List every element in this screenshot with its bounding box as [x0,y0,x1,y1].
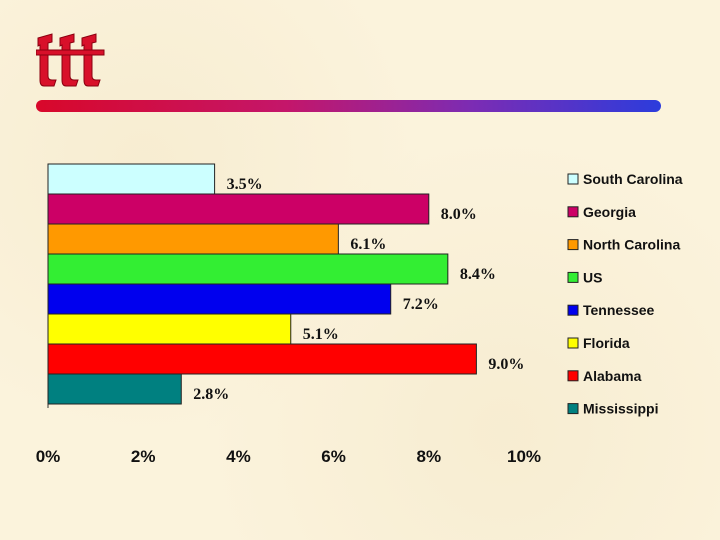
bar-value-label: 8.4% [460,266,496,283]
legend-swatch [567,403,579,415]
bar-value-label: 3.5% [227,176,263,193]
bar-north-carolina [47,223,339,255]
x-tick-label: 4% [226,447,251,466]
legend-label: Tennessee [583,302,655,318]
bar-value-label: 8.0% [441,206,477,223]
x-tick-label: 6% [321,447,346,466]
bar-value-label: 5.1% [303,326,339,343]
logo-icon [36,33,105,87]
legend-swatch [567,304,579,316]
legend-label: US [583,269,602,285]
bar-georgia [47,193,430,225]
bar-alabama [47,343,477,375]
legend-label: Mississippi [583,401,658,417]
legend-swatch [567,337,579,349]
x-tick-label: 8% [417,447,442,466]
legend-label: Georgia [583,204,636,220]
bar-mississippi [47,373,182,405]
legend-swatch [567,370,579,382]
bar-tennessee [47,283,392,315]
legend-swatch [567,173,579,185]
x-tick-label: 0% [36,447,61,466]
bar-value-label: 7.2% [403,296,439,313]
legend-swatch [567,239,579,251]
x-tick-label: 2% [131,447,156,466]
bar-florida [47,313,292,345]
bar-value-label: 9.0% [488,356,524,373]
legend-label: Alabama [583,368,642,384]
x-tick-label: 10% [507,447,541,466]
bar-south-carolina [47,163,216,195]
legend-label: Florida [583,335,630,351]
legend-label: North Carolina [583,237,680,253]
bar-value-label: 6.1% [350,236,386,253]
bar-value-label: 2.8% [193,386,229,403]
legend-label: South Carolina [583,171,683,187]
title-rule [36,100,661,112]
legend-swatch [567,271,579,283]
legend-swatch [567,206,579,218]
bar-us [47,253,449,285]
